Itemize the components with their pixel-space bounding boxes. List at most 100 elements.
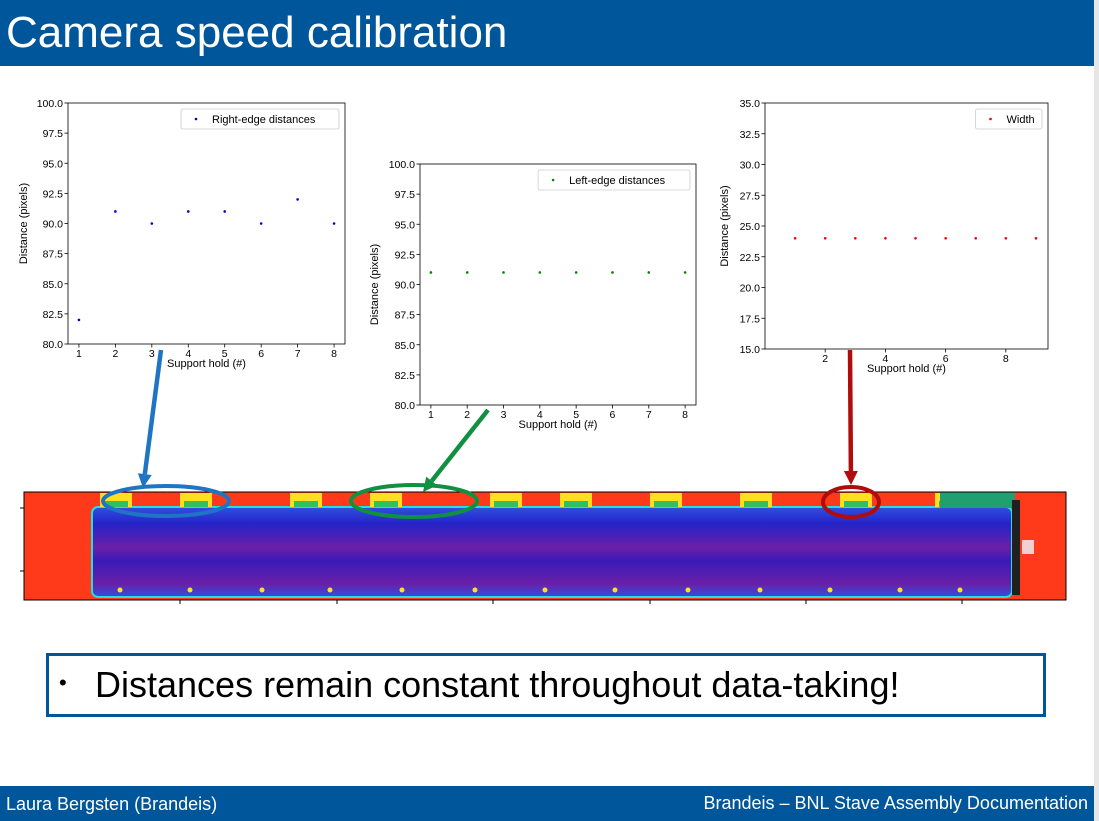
y-tick-label: 87.5 — [43, 249, 64, 261]
x-tick-label: 6 — [258, 348, 264, 360]
x-tick-label: 4 — [883, 353, 889, 365]
y-tick-label: 30.0 — [740, 160, 761, 172]
x-tick-label: 1 — [76, 348, 82, 360]
data-point — [77, 318, 81, 322]
y-tick-label: 97.5 — [395, 189, 416, 201]
stave-end-cap — [1012, 500, 1020, 595]
legend-label: Width — [1007, 114, 1035, 126]
y-tick-label: 97.5 — [43, 128, 64, 140]
plot-area — [419, 163, 697, 406]
data-point — [683, 271, 687, 274]
legend-label: Right-edge distances — [212, 114, 316, 126]
legend-marker — [989, 117, 992, 121]
support-hold-edge — [844, 501, 868, 507]
lower-hold-mark — [259, 587, 265, 593]
y-tick-label: 85.0 — [395, 340, 416, 352]
x-tick-label: 2 — [112, 348, 118, 360]
data-point — [647, 271, 651, 274]
data-point — [1004, 237, 1008, 240]
stave-end-connector — [1022, 540, 1034, 554]
y-tick-label: 90.0 — [395, 280, 416, 292]
x-tick-label: 4 — [185, 348, 191, 360]
support-hold-edge — [294, 501, 318, 507]
data-point — [186, 210, 190, 213]
y-tick-label: 22.5 — [740, 252, 761, 264]
slide-title: Camera speed calibration — [6, 8, 508, 57]
summary-box: • Distances remain constant throughout d… — [46, 653, 1046, 717]
footer-bar: Laura Bergsten (Brandeis) Brandeis – BNL… — [0, 786, 1094, 821]
plot-area — [764, 102, 1049, 350]
legend-box — [537, 169, 691, 191]
y-tick-label: 82.5 — [395, 370, 416, 382]
title-bar: Camera speed calibration — [0, 0, 1094, 66]
data-point — [150, 222, 154, 225]
green-highlight-ellipse — [349, 483, 479, 519]
y-tick-label: 85.0 — [43, 279, 64, 291]
y-tick-label: 27.5 — [740, 190, 761, 202]
support-hold-edge — [744, 501, 768, 507]
x-tick-label: 5 — [222, 348, 228, 360]
data-point — [823, 237, 827, 240]
data-point — [854, 237, 857, 240]
legend-box — [975, 108, 1043, 130]
data-point — [574, 271, 578, 274]
data-point — [332, 222, 336, 225]
bullet-icon: • — [59, 670, 67, 695]
callout-arrows — [101, 349, 881, 519]
data-point — [465, 271, 469, 274]
y-tick-label: 35.0 — [740, 98, 761, 110]
data-point — [884, 237, 887, 240]
y-tick-label: 20.0 — [740, 283, 761, 295]
data-point — [296, 198, 299, 201]
x-tick-label: 8 — [331, 348, 337, 360]
y-tick-label: 80.0 — [43, 339, 64, 351]
x-tick-label: 7 — [646, 409, 652, 421]
x-tick-label: 4 — [537, 409, 543, 421]
y-tick-label: 17.5 — [740, 313, 761, 325]
lower-hold-mark — [472, 587, 478, 593]
lower-hold-mark — [327, 587, 333, 593]
scatter-chart-2: 1 2 3 4 5 6 7 8 80.0 82.5 85.0 87.5 90.0 92.5 95.0 97.5… — [369, 159, 697, 431]
stave-body — [92, 507, 1012, 597]
support-hold-edge — [104, 501, 128, 507]
data-point — [259, 222, 263, 225]
legend-label: Left-edge distances — [569, 175, 666, 187]
stave-heatmap-image — [20, 491, 1067, 604]
y-tick-label: 15.0 — [740, 344, 761, 356]
charts-layer: 1 2 3 4 5 6 7 8 80.0 82.5 85.0 87.5 90.0 92.5 95.0 97.5… — [18, 98, 1049, 431]
x-tick-label: 5 — [573, 409, 579, 421]
x-tick-label: 6 — [610, 409, 616, 421]
y-tick-label: 82.5 — [43, 309, 64, 321]
stave-end-region — [940, 492, 1015, 508]
footer-author: Laura Bergsten (Brandeis) — [6, 794, 218, 814]
data-point — [944, 237, 947, 240]
lower-hold-mark — [827, 587, 833, 593]
summary-bullet: Distances remain constant throughout dat… — [95, 664, 900, 705]
lower-hold-mark — [897, 587, 903, 593]
x-tick-label: 3 — [149, 348, 155, 360]
y-tick-label: 90.0 — [43, 219, 64, 231]
y-tick-label: 95.0 — [395, 219, 416, 231]
data-point — [611, 271, 614, 274]
lower-hold-mark — [187, 587, 193, 593]
footer-project: Brandeis – BNL Stave Assembly Documentat… — [703, 793, 1088, 813]
x-tick-label: 3 — [501, 409, 507, 421]
red-arrow — [843, 349, 858, 485]
lower-hold-mark — [542, 587, 548, 593]
y-tick-label: 87.5 — [395, 310, 416, 322]
support-hold-edge — [564, 501, 588, 507]
support-hold-edge — [494, 501, 518, 507]
data-point — [114, 210, 117, 213]
x-axis-label: Support hold (#) — [167, 358, 246, 370]
blue-highlight-ellipse — [101, 484, 231, 518]
data-point — [974, 237, 978, 240]
data-point — [914, 237, 917, 240]
x-axis-label: Support hold (#) — [867, 363, 946, 375]
y-tick-label: 95.0 — [43, 158, 64, 170]
heatmap-frame — [23, 491, 1067, 601]
lower-hold-mark — [399, 587, 405, 593]
x-tick-label: 1 — [428, 409, 434, 421]
x-tick-label: 2 — [464, 409, 470, 421]
y-axis-label: Distance (pixels) — [18, 183, 30, 264]
legend-box — [180, 108, 340, 130]
